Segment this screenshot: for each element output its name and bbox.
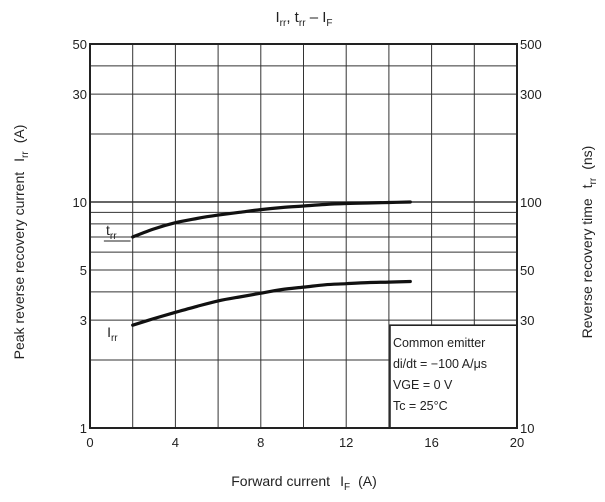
- annotation-line-4: Tc = 25°C: [393, 399, 448, 413]
- x-axis-title-symbol-sub: F: [344, 482, 350, 493]
- plot-frame: [89, 43, 518, 429]
- title-part-3: , t: [286, 9, 299, 26]
- annotation-line-2: di/dt = −100 A/μs: [393, 357, 487, 371]
- y-left-tick-label: 5: [80, 263, 87, 278]
- y-left-axis-title: Peak reverse recovery current Irr (A): [11, 125, 31, 360]
- y-right-tick-label: 300: [520, 87, 542, 102]
- series-line-irr: [131, 279, 412, 327]
- y-left-tick-label: 3: [80, 313, 87, 328]
- y-right-tick-label: 50: [520, 263, 534, 278]
- y-left-tick-label: 1: [80, 421, 87, 436]
- x-tick-label: 4: [172, 435, 179, 450]
- y-right-axis-title-text: Reverse recovery time: [579, 198, 595, 338]
- series-label-irr: Irr: [107, 324, 118, 344]
- y-left-tick-label: 10: [73, 195, 87, 210]
- y-left-axis-title-symbol: I: [11, 158, 27, 162]
- annotation-line-1: Common emitter: [393, 336, 485, 350]
- y-left-axis-title-text: Peak reverse recovery current: [11, 172, 27, 360]
- annotation-box: Common emitter di/dt = −100 A/μs VGE = 0…: [389, 324, 518, 429]
- series-label-irr-symbol: I: [107, 324, 111, 340]
- series-label-trr-sub: rr: [110, 231, 117, 242]
- x-tick-labels: 0 4 8 12 16 20: [86, 435, 524, 450]
- series: [131, 200, 412, 327]
- grid: [90, 44, 517, 428]
- y-left-axis-title-unit: (A): [11, 125, 27, 144]
- y-left-tick-labels: 1 3 5 10 30 50: [73, 37, 87, 436]
- y-right-tick-label: 500: [520, 37, 542, 52]
- x-tick-label: 16: [424, 435, 438, 450]
- x-axis-title: Forward current IF (A): [231, 473, 376, 493]
- y-right-axis-title-symbol-sub: rr: [588, 177, 599, 184]
- y-right-tick-labels: 10 30 50 100 300 500: [520, 37, 542, 436]
- y-right-tick-label: 30: [520, 313, 534, 328]
- y-right-axis-title: Reverse recovery time trr (ns): [579, 146, 599, 339]
- series-line-trr: [131, 200, 412, 239]
- y-right-axis-title-symbol: t: [579, 184, 595, 188]
- x-axis-title-unit: (A): [358, 473, 377, 489]
- y-right-tick-label: 100: [520, 195, 542, 210]
- y-right-tick-label: 10: [520, 421, 534, 436]
- chart-title: Irr, trr – IF: [276, 9, 333, 29]
- x-tick-label: 8: [257, 435, 264, 450]
- title-part-2: rr: [280, 18, 287, 29]
- x-tick-label: 20: [510, 435, 524, 450]
- y-left-tick-label: 50: [73, 37, 87, 52]
- title-part-1: I: [276, 9, 280, 26]
- x-axis-title-symbol: I: [340, 473, 344, 489]
- x-axis-title-text: Forward current: [231, 473, 330, 489]
- title-part-5: – I: [306, 9, 327, 26]
- y-left-axis-title-symbol-sub: rr: [20, 151, 31, 158]
- series-label-trr: trr: [106, 222, 117, 242]
- y-left-tick-label: 30: [73, 87, 87, 102]
- title-part-6: F: [326, 18, 332, 29]
- x-tick-label: 12: [339, 435, 353, 450]
- y-right-axis-title-unit: (ns): [579, 146, 595, 170]
- title-part-4: rr: [299, 18, 306, 29]
- series-label-irr-sub: rr: [111, 333, 118, 344]
- x-tick-label: 0: [86, 435, 93, 450]
- series-label-trr-symbol: t: [106, 222, 110, 238]
- annotation-line-3: VGE = 0 V: [393, 378, 453, 392]
